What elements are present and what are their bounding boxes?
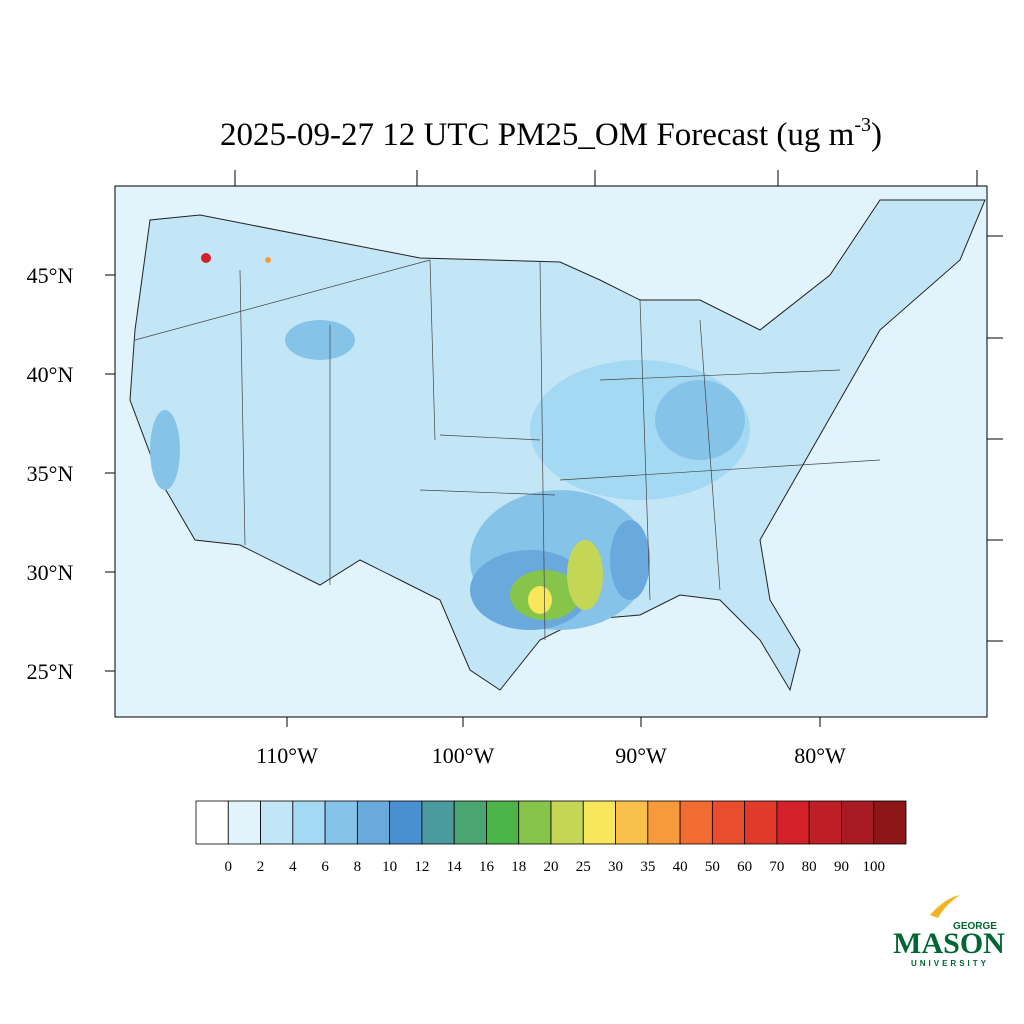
colorbar-label: 30 bbox=[608, 859, 623, 875]
colorbar-box bbox=[582, 800, 616, 845]
colorbar-label: 16 bbox=[479, 859, 495, 875]
ticks bbox=[105, 170, 1003, 727]
logo-main: MASON bbox=[893, 927, 1005, 960]
colorbar-box bbox=[195, 800, 229, 845]
colorbar-box bbox=[486, 800, 520, 845]
colorbar-box bbox=[260, 800, 294, 845]
colorbar-label: 20 bbox=[544, 859, 559, 875]
fire-spot bbox=[265, 257, 271, 263]
colorbar-label: 25 bbox=[576, 859, 591, 875]
colorbar-label: 18 bbox=[511, 859, 526, 875]
colorbar-label: 100 bbox=[862, 859, 885, 875]
colorbar-box bbox=[292, 800, 326, 845]
title-text: 2025-09-27 12 UTC PM25_OM Forecast (ug m bbox=[220, 117, 855, 153]
colorbar-label: 90 bbox=[834, 859, 849, 875]
colorbar-box bbox=[615, 800, 649, 845]
lat-label: 40°N bbox=[27, 362, 74, 387]
colorbar-label: 14 bbox=[447, 859, 463, 875]
colorbar-label: 6 bbox=[321, 859, 329, 875]
colorbar-label: 50 bbox=[705, 859, 720, 875]
title: 2025-09-27 12 UTC PM25_OM Forecast (ug m… bbox=[220, 114, 882, 153]
colorbar-box bbox=[679, 800, 713, 845]
lat-labels: 45°N 40°N 35°N 30°N 25°N bbox=[27, 263, 74, 684]
lon-label: 100°W bbox=[432, 743, 495, 768]
colorbar-box bbox=[356, 800, 391, 845]
colorbar-box bbox=[808, 800, 842, 845]
lat-label: 35°N bbox=[27, 461, 74, 486]
map-frame bbox=[114, 185, 988, 718]
title-sup: -3 bbox=[854, 114, 871, 136]
haze-region bbox=[285, 320, 355, 360]
lon-labels: 110°W 100°W 90°W 80°W bbox=[256, 743, 846, 768]
colorbar-box bbox=[453, 800, 487, 845]
lat-label: 30°N bbox=[27, 560, 74, 585]
colorbar-box bbox=[227, 800, 261, 845]
haze-region bbox=[528, 586, 552, 614]
colorbar-box bbox=[518, 800, 552, 845]
colorbar-box bbox=[711, 800, 746, 845]
colorbar-box bbox=[324, 800, 358, 845]
colorbar-box bbox=[421, 800, 455, 845]
haze-region bbox=[655, 380, 745, 460]
colorbar-box bbox=[647, 800, 681, 845]
colorbar-label: 80 bbox=[802, 859, 817, 875]
title-end: ) bbox=[871, 117, 882, 153]
haze-region bbox=[567, 540, 603, 610]
colorbar-label: 35 bbox=[640, 859, 655, 875]
colorbar-label: 70 bbox=[769, 859, 784, 875]
colorbar: 0 2 4 6 8 10 12 14 16 18 20 25 30 35 40 50 60 70 80 90 100 bbox=[195, 800, 907, 875]
logo-bottom: UNIVERSITY bbox=[911, 959, 989, 968]
lon-label: 110°W bbox=[256, 743, 318, 768]
colorbar-label: 8 bbox=[354, 859, 362, 875]
colorbar-label: 40 bbox=[673, 859, 688, 875]
lon-label: 80°W bbox=[794, 743, 846, 768]
logo-top: GEORGE bbox=[953, 921, 997, 932]
map bbox=[105, 170, 1003, 727]
colorbar-label: 0 bbox=[225, 859, 233, 875]
colorbar-box bbox=[776, 800, 810, 845]
logo-swoosh bbox=[930, 895, 960, 918]
colorbar-box bbox=[873, 800, 907, 845]
colorbar-label: 10 bbox=[382, 859, 397, 875]
logo: GEORGE MASON UNIVERSITY bbox=[893, 895, 1005, 968]
lon-label: 90°W bbox=[615, 743, 667, 768]
colorbar-label: 2 bbox=[257, 859, 265, 875]
lat-label: 45°N bbox=[27, 263, 74, 288]
colorbar-label: 60 bbox=[737, 859, 752, 875]
state-borders bbox=[134, 259, 881, 641]
haze-region bbox=[610, 520, 650, 600]
colorbar-label: 12 bbox=[414, 859, 429, 875]
colorbar-box bbox=[744, 800, 778, 845]
colorbar-label: 4 bbox=[289, 859, 297, 875]
colorbar-box bbox=[389, 800, 423, 845]
haze-region bbox=[150, 410, 180, 490]
colorbar-box bbox=[550, 800, 584, 845]
lat-label: 25°N bbox=[27, 659, 74, 684]
fire-spot bbox=[201, 253, 211, 263]
colorbar-box bbox=[841, 800, 875, 845]
